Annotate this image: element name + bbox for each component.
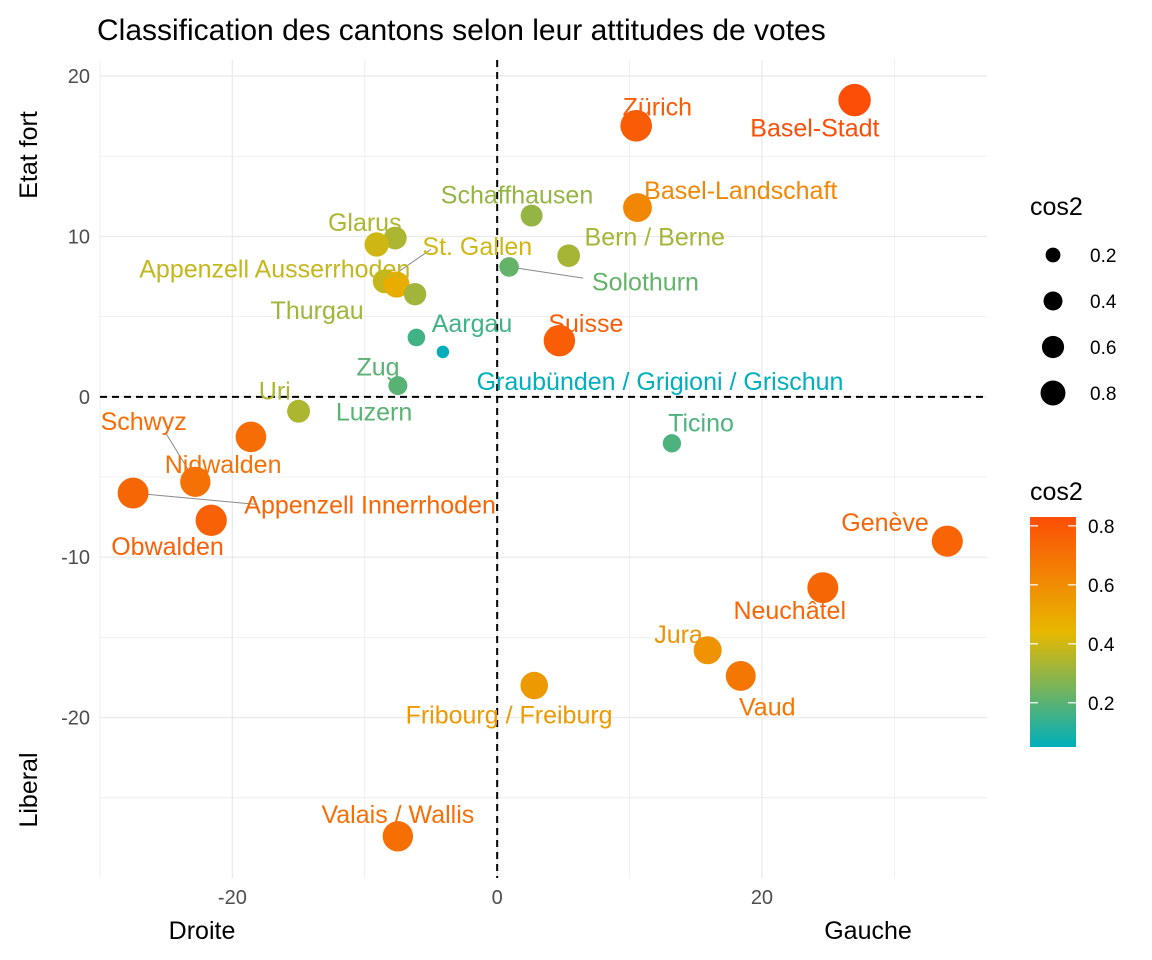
point-label: Solothurn — [592, 268, 699, 296]
color-legend: cos2 0.2 0.4 0.6 0.8 — [1030, 478, 1115, 747]
data-point — [382, 821, 414, 852]
data-point — [195, 504, 227, 536]
color-legend-ticks: 0.2 0.4 0.6 0.8 — [1030, 517, 1115, 715]
size-legend-symbol — [1041, 335, 1065, 359]
size-legend: cos2 0.2 0.4 0.6 0.8 — [1030, 193, 1117, 406]
data-point — [287, 399, 311, 423]
data-point — [407, 328, 426, 347]
data-point — [235, 421, 267, 453]
data-point — [725, 660, 756, 691]
y-tick-label: 20 — [68, 66, 90, 88]
x-tick-label: -20 — [218, 887, 247, 909]
point-label: Thurgau — [271, 297, 364, 325]
point-label: Valais / Wallis — [321, 801, 474, 829]
point-label: Basel-Landschaft — [644, 177, 837, 205]
size-legend-label: 0.8 — [1090, 384, 1116, 405]
data-point — [180, 466, 211, 497]
point-label: St. Gallen — [422, 233, 532, 261]
data-point — [383, 226, 407, 250]
data-point — [520, 671, 548, 700]
data-point — [520, 204, 543, 227]
data-point — [620, 109, 652, 142]
color-legend-bar — [1030, 517, 1076, 747]
point-label: Schaffhausen — [441, 182, 593, 210]
point-label: Glarus — [328, 209, 402, 237]
y-axis-top-label: Etat fort — [15, 111, 43, 199]
data-point — [662, 434, 682, 453]
point-label: Zug — [356, 353, 399, 381]
color-legend-title: cos2 — [1030, 478, 1083, 506]
data-points — [117, 83, 963, 852]
x-tick-label: 20 — [751, 887, 773, 909]
y-tick-label: 10 — [68, 226, 90, 248]
label-connectors — [133, 248, 584, 505]
point-label: Obwalden — [111, 533, 224, 561]
data-point — [383, 271, 410, 298]
x-axis-left-label: Droite — [169, 917, 236, 945]
data-point — [403, 282, 427, 306]
point-label: Suisse — [548, 310, 623, 338]
color-legend-label: 0.4 — [1088, 635, 1115, 656]
data-point — [436, 345, 450, 359]
point-label: Schwyz — [101, 408, 187, 436]
size-legend-label: 0.2 — [1090, 246, 1116, 267]
size-legend-symbol — [1045, 247, 1061, 263]
y-tick-label: 0 — [79, 387, 90, 409]
label-connector — [133, 492, 255, 505]
color-legend-label: 0.2 — [1088, 694, 1114, 715]
x-axis-right-label: Gauche — [824, 917, 912, 945]
point-label: Aargau — [432, 310, 513, 338]
data-point — [931, 525, 963, 557]
point-label: Fribourg / Freiburg — [406, 701, 613, 729]
chart-title: Classification des cantons selon leur at… — [97, 14, 826, 47]
data-point — [838, 83, 871, 117]
y-tick-label: -20 — [61, 708, 90, 730]
data-point — [117, 477, 149, 509]
size-legend-items: 0.2 0.4 0.6 0.8 — [1040, 246, 1117, 406]
point-labels: Basel-Stadt Zürich Basel-Landschaft Schaffh… — [101, 94, 929, 829]
point-label: Zürich — [623, 94, 692, 122]
point-label: Neuchâtel — [733, 597, 846, 625]
tick-labels: -20 0 20 -20 -10 0 10 20 — [61, 66, 773, 909]
size-legend-symbol — [1043, 291, 1063, 311]
point-label: Genève — [841, 509, 929, 537]
data-point — [388, 376, 408, 396]
data-point — [693, 636, 722, 665]
point-label: Uri — [259, 377, 291, 405]
point-label: Basel-Stadt — [750, 114, 879, 142]
data-point — [623, 193, 652, 222]
label-connector — [509, 266, 584, 279]
x-tick-label: 0 — [492, 887, 503, 909]
point-label: Jura — [654, 621, 703, 649]
point-label: Nidwalden — [165, 451, 282, 479]
y-axis-bottom-label: Liberal — [15, 752, 43, 827]
point-label: Luzern — [336, 398, 412, 426]
point-label: Bern / Berne — [585, 223, 725, 251]
size-legend-title: cos2 — [1030, 193, 1083, 221]
size-legend-label: 0.6 — [1090, 338, 1116, 359]
y-tick-label: -10 — [61, 547, 90, 569]
size-legend-symbol — [1040, 380, 1066, 406]
data-point — [499, 257, 519, 277]
color-legend-label: 0.8 — [1088, 517, 1114, 538]
point-label: Appenzell Innerrhoden — [244, 491, 496, 519]
data-point — [807, 572, 839, 604]
point-label: Vaud — [739, 693, 796, 721]
reference-lines — [100, 60, 987, 878]
color-legend-label: 0.6 — [1088, 576, 1114, 597]
point-label: Ticino — [668, 409, 734, 437]
point-label: Appenzell Ausserrhoden — [139, 256, 410, 284]
point-label: Graubünden / Grigioni / Grischun — [477, 368, 844, 396]
size-legend-label: 0.4 — [1090, 292, 1117, 313]
data-point — [557, 244, 580, 268]
data-point — [543, 324, 576, 357]
data-point — [364, 232, 389, 257]
